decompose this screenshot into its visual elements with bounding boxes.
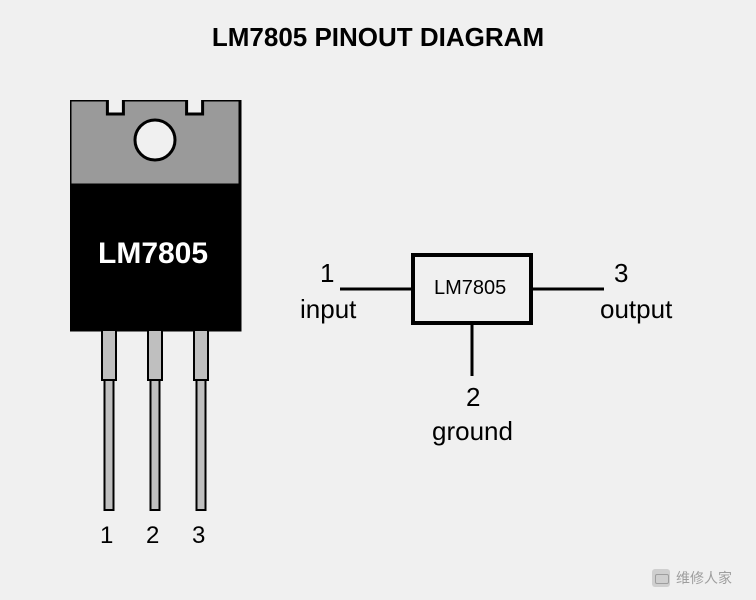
schematic-pin-2-number: 2 bbox=[466, 382, 480, 413]
schematic-pin-1-name: input bbox=[300, 294, 356, 325]
schematic-pin-2-name: ground bbox=[432, 416, 513, 447]
schematic-pin-3-number: 3 bbox=[614, 258, 628, 289]
wechat-icon bbox=[652, 569, 670, 587]
watermark: 维修人家 bbox=[652, 568, 732, 588]
schematic-box-label: LM7805 bbox=[434, 277, 506, 300]
schematic-pin-3-name: output bbox=[600, 294, 672, 325]
schematic-pin-1-number: 1 bbox=[320, 258, 334, 289]
watermark-text: 维修人家 bbox=[676, 568, 732, 588]
